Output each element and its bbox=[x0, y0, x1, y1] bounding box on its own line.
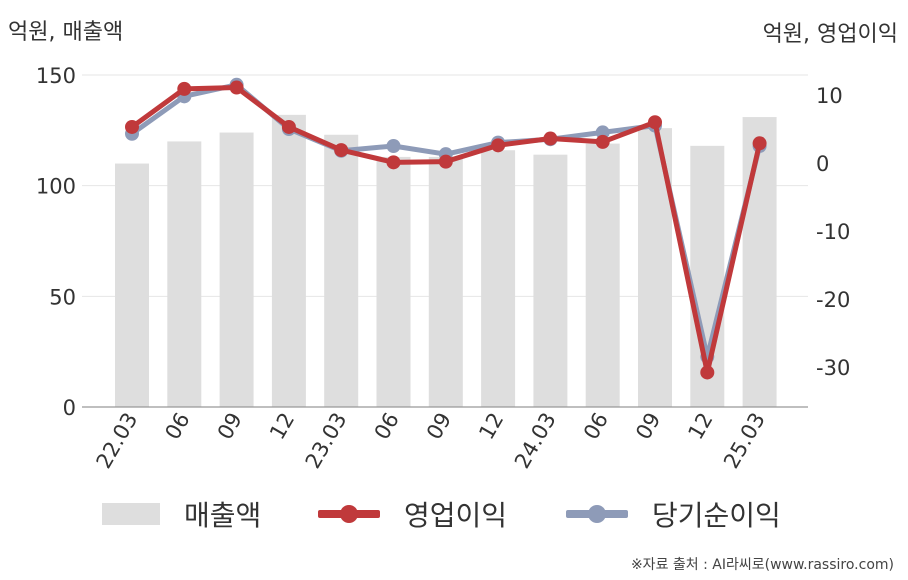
x-axis-tick-label: 12 bbox=[474, 408, 508, 443]
right-axis-unit-label: 억원, 영업이익 bbox=[762, 22, 898, 47]
right-axis-tick-label: 10 bbox=[816, 84, 843, 108]
profit-lines bbox=[125, 77, 767, 380]
operating-profit-point bbox=[334, 143, 349, 158]
net-income-point bbox=[386, 139, 401, 153]
legend-item-operating-profit: 영업이익 bbox=[318, 494, 507, 534]
source-note: ※자료 출처 : AI라씨로(www.rassiro.com) bbox=[630, 557, 894, 573]
operating-profit-point bbox=[491, 138, 506, 153]
x-axis-tick-label: 09 bbox=[213, 409, 247, 444]
x-axis-tick-label: 23.03 bbox=[301, 409, 352, 473]
x-axis-tick-label: 22.03 bbox=[91, 409, 142, 473]
revenue-bar bbox=[428, 156, 463, 407]
left-axis-tick-label: 50 bbox=[49, 285, 76, 309]
left-axis-unit-label: 억원, 매출액 bbox=[8, 20, 124, 45]
right-axis-tick-label: -20 bbox=[816, 288, 850, 312]
operating-profit-point bbox=[595, 134, 610, 149]
revenue-bar bbox=[219, 132, 254, 407]
operating-profit-point bbox=[752, 136, 767, 151]
operating-profit-point bbox=[177, 81, 192, 96]
x-axis-tick-label: 09 bbox=[631, 409, 665, 444]
operating-profit-point bbox=[281, 119, 296, 134]
operating-profit-point bbox=[125, 119, 139, 134]
legend-item-revenue: 매출액 bbox=[102, 494, 261, 534]
x-axis-tick-label: 09 bbox=[422, 409, 456, 444]
x-axis-tick-label: 12 bbox=[683, 409, 717, 444]
left-axis-tick-label: 100 bbox=[36, 175, 76, 199]
operating-profit-point bbox=[543, 131, 558, 146]
operating-profit-point bbox=[438, 154, 453, 169]
legend-label-operating-profit: 영업이익 bbox=[404, 499, 508, 532]
legend-item-net-income: 당기순이익 bbox=[566, 494, 781, 534]
x-axis-tick-label: 06 bbox=[370, 409, 404, 444]
x-axis-tick-label: 25.03 bbox=[719, 409, 770, 473]
right-axis-tick-label: 0 bbox=[816, 152, 829, 176]
right-axis-tick-label: -10 bbox=[816, 220, 850, 244]
legend-label-revenue: 매출액 bbox=[184, 499, 262, 532]
legend-swatch-revenue bbox=[102, 503, 160, 525]
revenue-bar bbox=[324, 134, 359, 407]
revenue-bar bbox=[742, 117, 777, 407]
legend-label-net-income: 당기순이익 bbox=[652, 499, 781, 532]
revenue-bar bbox=[167, 141, 202, 407]
x-axis-tick-label: 24.03 bbox=[510, 409, 561, 473]
left-axis-tick-label: 150 bbox=[36, 64, 76, 88]
revenue-bars bbox=[115, 114, 777, 407]
x-axis-tick-label: 12 bbox=[265, 409, 299, 444]
revenue-bar bbox=[481, 150, 516, 407]
revenue-bar bbox=[533, 154, 568, 407]
right-axis-tick-label: -30 bbox=[816, 356, 850, 380]
operating-profit-point bbox=[700, 365, 715, 380]
legend: 매출액 영업이익 당기순이익 bbox=[0, 494, 908, 534]
left-axis-tick-label: 0 bbox=[63, 396, 76, 420]
revenue-bar bbox=[376, 156, 411, 407]
revenue-bar bbox=[115, 163, 149, 407]
x-axis-tick-label: 06 bbox=[160, 409, 194, 444]
operating-profit-point bbox=[648, 115, 662, 130]
operating-profit-point bbox=[229, 80, 244, 95]
revenue-bar bbox=[271, 114, 306, 407]
operating-profit-point bbox=[386, 155, 401, 170]
revenue-bar bbox=[585, 143, 620, 407]
legend-swatch-operating-profit bbox=[318, 494, 380, 534]
x-axis-tick-label: 06 bbox=[579, 409, 613, 444]
legend-swatch-net-income bbox=[566, 494, 628, 534]
